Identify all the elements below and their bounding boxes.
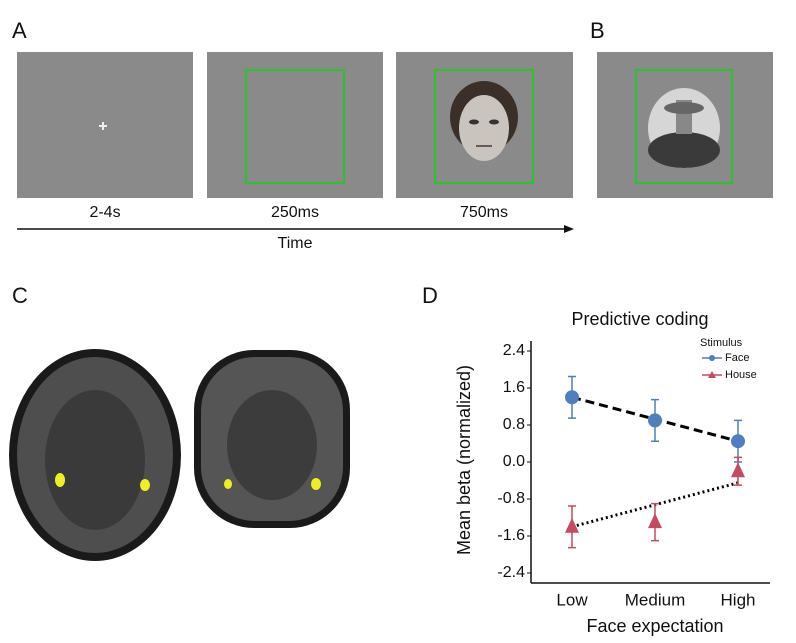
inverted-face-image	[648, 88, 720, 168]
legend-marker	[708, 371, 716, 378]
panel-label: A	[12, 18, 27, 43]
data-point	[648, 513, 662, 529]
panel-label: C	[12, 283, 28, 308]
screen-cue	[207, 52, 383, 198]
panel-label: B	[590, 18, 605, 43]
y-tick-label: 0.8	[503, 416, 525, 433]
data-point	[731, 462, 745, 478]
y-tick-label: 1.6	[503, 379, 525, 396]
y-tick-label: -1.6	[497, 527, 525, 544]
data-point	[565, 517, 579, 533]
data-point	[565, 390, 579, 405]
legend-title: Stimulus	[700, 337, 743, 349]
data-point	[648, 413, 662, 428]
timeline-label: 750ms	[460, 204, 508, 221]
panel-label: D	[422, 283, 438, 308]
chart-title: Predictive coding	[571, 309, 708, 329]
x-tick-label: High	[721, 590, 756, 609]
fixation-cross	[99, 122, 107, 130]
legend-label: Face	[725, 352, 749, 364]
house-frame	[635, 69, 733, 184]
stimulus-frame	[434, 69, 534, 184]
y-tick-label: -0.8	[497, 490, 525, 507]
legend-marker	[709, 355, 715, 361]
y-tick-label: 2.4	[503, 342, 525, 359]
y-axis-label: Mean beta (normalized)	[454, 365, 474, 555]
time-label: Time	[278, 235, 313, 252]
y-tick-label: 0.0	[503, 453, 525, 470]
timeline-label: 2-4s	[89, 204, 120, 221]
face-image	[450, 81, 518, 161]
x-tick-label: Low	[556, 590, 588, 609]
arrow-head	[564, 225, 574, 233]
brain-coronal	[194, 350, 350, 528]
x-axis-label: Face expectation	[586, 616, 723, 636]
brain-axial	[9, 349, 181, 561]
data-point	[731, 434, 745, 449]
timeline-label: 250ms	[271, 204, 319, 221]
cue-frame	[245, 69, 345, 184]
y-tick-label: -2.4	[497, 564, 525, 581]
x-tick-label: Medium	[625, 590, 685, 609]
legend-label: House	[725, 369, 757, 381]
